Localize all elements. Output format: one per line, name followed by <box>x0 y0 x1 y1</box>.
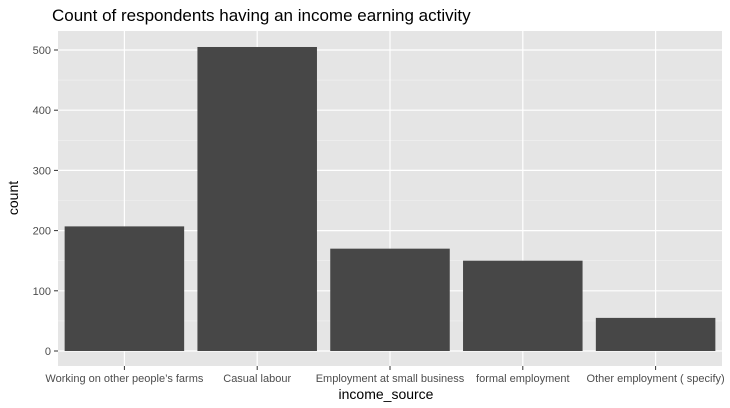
y-tick-label: 300 <box>33 165 51 177</box>
bar <box>330 248 450 351</box>
x-tick-label: formal employment <box>476 373 570 385</box>
x-tick-label: Working on other people’s farms <box>45 373 203 385</box>
x-axis-title: income_source <box>339 386 434 402</box>
bar <box>64 226 185 351</box>
bar <box>197 46 317 352</box>
y-tick-label: 200 <box>33 226 51 238</box>
x-tick-label: Casual labour <box>223 373 291 385</box>
bar <box>595 317 716 351</box>
x-tick-label: Employment at small business <box>316 373 465 385</box>
bar <box>463 260 583 351</box>
y-tick-label: 400 <box>33 105 51 117</box>
y-tick-label: 100 <box>33 286 51 298</box>
y-axis-title: count <box>5 181 21 215</box>
x-axis: Working on other people’s farms Casual la… <box>45 366 725 385</box>
y-axis: 0 100 200 300 400 500 <box>33 45 58 358</box>
x-tick-label: Other employment ( specify) <box>587 373 725 385</box>
chart-title: Count of respondents having an income ea… <box>52 6 471 25</box>
y-tick-label: 500 <box>33 45 51 57</box>
bars <box>64 46 716 352</box>
y-tick-label: 0 <box>45 346 51 358</box>
